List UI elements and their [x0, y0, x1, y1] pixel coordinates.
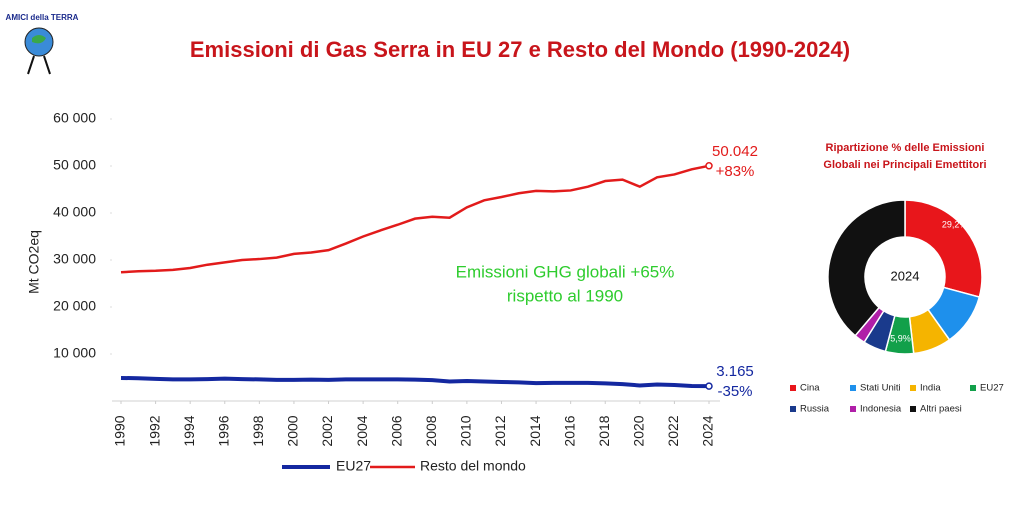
- x-tick-label: 2006: [388, 415, 404, 446]
- slice-label: 29,2%: [942, 219, 968, 229]
- x-tick-label: 2024: [700, 415, 716, 446]
- change-label: -35%: [717, 383, 752, 400]
- legend-swatch: [790, 406, 796, 412]
- x-tick-label: 2004: [354, 415, 370, 446]
- legend-label: EU27: [980, 383, 1004, 394]
- legend-swatch: [790, 385, 796, 391]
- logo-land: [32, 35, 46, 44]
- pie-slice: [904, 199, 983, 299]
- pie-slice: [827, 199, 906, 337]
- x-tick-label: 1992: [146, 415, 162, 446]
- x-tick-label: 2014: [527, 415, 543, 446]
- y-tick-label: 40 000: [53, 204, 96, 220]
- series-line: [120, 375, 710, 389]
- logo-leg: [43, 55, 51, 75]
- y-tick-label: 50 000: [53, 157, 96, 173]
- annotation: rispetto al 1990: [507, 286, 623, 305]
- x-tick-label: 1996: [215, 415, 231, 446]
- logo-text: AMICI della TERRA: [6, 13, 79, 22]
- pie-title: Globali nei Principali Emettitori: [823, 159, 986, 171]
- legend-label: Stati Uniti: [860, 383, 901, 394]
- x-tick-label: 1994: [181, 415, 197, 446]
- x-tick-label: 2000: [285, 415, 301, 446]
- pie-center-label: 2024: [891, 268, 920, 283]
- x-tick-label: 2012: [492, 415, 508, 446]
- legend-swatch: [910, 406, 916, 412]
- y-tick-label: 20 000: [53, 298, 96, 314]
- y-axis-label: Mt CO2eq: [26, 230, 42, 294]
- y-tick-label: 30 000: [53, 251, 96, 267]
- legend-label: Russia: [800, 404, 830, 415]
- end-marker: [705, 162, 713, 170]
- x-tick-label: 2016: [561, 415, 577, 446]
- x-tick-label: 2002: [319, 415, 335, 446]
- annotation: Emissioni GHG globali +65%: [456, 262, 675, 281]
- slice-label: 5,9%: [890, 334, 911, 344]
- value-label: 50.042: [712, 143, 758, 160]
- logo: AMICI della TERRA: [6, 13, 79, 75]
- legend-label: India: [920, 383, 941, 394]
- x-tick-label: 2008: [423, 415, 439, 446]
- value-label: 3.165: [716, 363, 754, 380]
- x-tick-label: 2010: [458, 415, 474, 446]
- x-tick-label: 2022: [665, 415, 681, 446]
- series-line: [120, 164, 710, 274]
- change-label: +83%: [716, 163, 755, 180]
- y-tick-label: 10 000: [53, 345, 96, 361]
- x-tick-label: 2020: [631, 415, 647, 446]
- logo-leg: [27, 55, 35, 75]
- legend-label: Cina: [800, 383, 820, 394]
- y-tick-label: 60 000: [53, 110, 96, 126]
- end-marker: [705, 382, 713, 390]
- x-tick-label: 1998: [250, 415, 266, 446]
- legend-swatch: [850, 385, 856, 391]
- x-tick-label: 1990: [112, 415, 128, 446]
- legend-label: EU27: [336, 458, 371, 474]
- legend-label: Resto del mondo: [420, 458, 526, 474]
- legend-swatch: [910, 385, 916, 391]
- legend-label: Indonesia: [860, 404, 902, 415]
- legend-label: Altri paesi: [920, 404, 962, 415]
- legend-swatch: [970, 385, 976, 391]
- x-tick-label: 2018: [596, 415, 612, 446]
- chart-title: Emissioni di Gas Serra in EU 27 e Resto …: [190, 37, 850, 62]
- legend-swatch: [850, 406, 856, 412]
- pie-title: Ripartizione % delle Emissioni: [826, 142, 985, 154]
